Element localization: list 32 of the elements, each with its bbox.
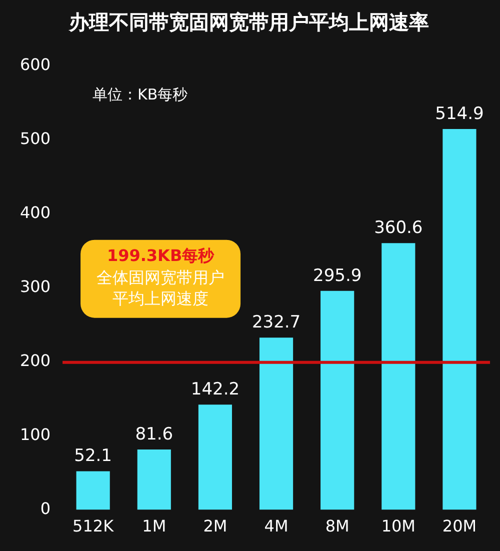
bar bbox=[320, 290, 354, 510]
x-tick-label: 8M bbox=[325, 516, 350, 536]
y-tick-label: 500 bbox=[20, 129, 51, 148]
y-tick-label: 400 bbox=[20, 203, 51, 222]
x-tick-label: 512K bbox=[72, 516, 114, 536]
annotation: 全体固网宽带用户平均上网速度 bbox=[96, 268, 225, 308]
bar bbox=[137, 449, 171, 510]
x-tick-label: 4M bbox=[264, 516, 288, 536]
bar bbox=[259, 338, 294, 510]
x-tick-label: 20M bbox=[442, 516, 477, 536]
bar bbox=[382, 243, 416, 510]
chart-title: 办理不同带宽固网宽带用户平均上网速率 bbox=[68, 10, 429, 34]
x-tick-label: 1M bbox=[142, 516, 166, 536]
data-label: 232.7 bbox=[252, 312, 301, 333]
y-tick-label: 100 bbox=[20, 424, 51, 444]
bar bbox=[442, 128, 476, 510]
data-label: 81.6 bbox=[135, 424, 174, 444]
y-tick-label: 300 bbox=[20, 277, 51, 296]
data-label: 295.9 bbox=[313, 266, 362, 286]
data-label: 360.6 bbox=[374, 218, 423, 238]
y-tick-label: 600 bbox=[20, 55, 51, 74]
data-label: 52.1 bbox=[74, 446, 112, 466]
bar bbox=[76, 471, 110, 510]
bar bbox=[198, 404, 232, 510]
x-tick-label: 2M bbox=[203, 516, 228, 536]
text: 单位：KB每秒 bbox=[92, 85, 188, 104]
y-tick-label: 0 bbox=[40, 498, 51, 518]
ref-line-label: 199.3KB每秒 bbox=[106, 246, 216, 265]
data-label: 514.9 bbox=[435, 104, 484, 124]
data-label: 142.2 bbox=[190, 380, 240, 400]
y-tick-label: 200 bbox=[20, 351, 51, 370]
x-tick-label: 10M bbox=[381, 516, 416, 536]
